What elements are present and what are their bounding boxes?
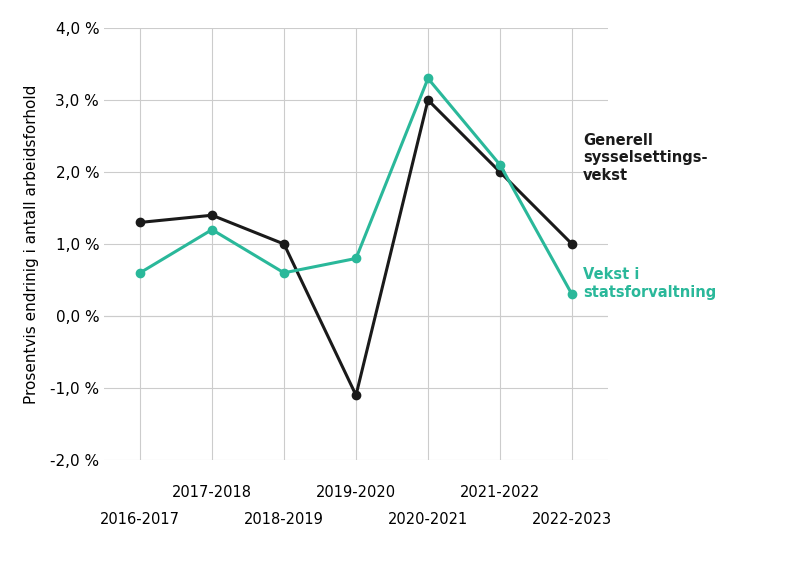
Text: 2016-2017: 2016-2017 xyxy=(100,512,180,527)
Text: 2020-2021: 2020-2021 xyxy=(388,512,468,527)
Text: Vekst i
statsforvaltning: Vekst i statsforvaltning xyxy=(582,268,716,300)
Text: 2021-2022: 2021-2022 xyxy=(460,485,540,500)
Text: 2017-2018: 2017-2018 xyxy=(172,485,252,500)
Text: 2018-2019: 2018-2019 xyxy=(244,512,324,527)
Y-axis label: Prosentvis endrinig i antall arbeidsforhold: Prosentvis endrinig i antall arbeidsforh… xyxy=(24,84,39,404)
Text: 2019-2020: 2019-2020 xyxy=(316,485,396,500)
Text: 2022-2023: 2022-2023 xyxy=(532,512,612,527)
Text: Generell
sysselsettings-
vekst: Generell sysselsettings- vekst xyxy=(582,133,707,182)
